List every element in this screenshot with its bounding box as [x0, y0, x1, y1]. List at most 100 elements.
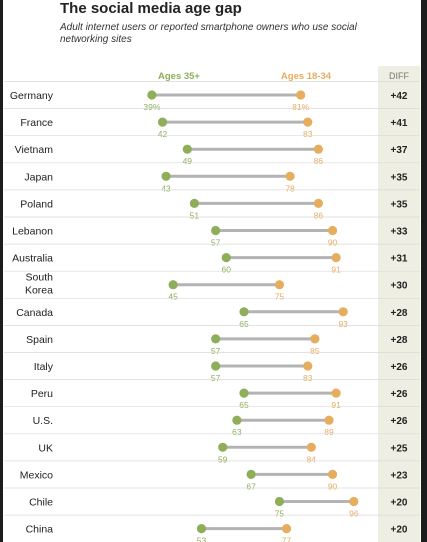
dot-ages-18-34	[313, 198, 323, 208]
dot-ages-35-plus	[239, 307, 249, 317]
value-label-ages-18-34: 90	[328, 481, 338, 491]
value-label-ages-35-plus: 63	[232, 427, 242, 437]
dot-ages-35-plus	[211, 225, 221, 236]
diff-column-band	[378, 66, 420, 542]
dot-ages-35-plus	[161, 171, 171, 181]
diff-value: +20	[391, 498, 408, 509]
diff-value: +31	[391, 254, 408, 265]
value-label-ages-18-34: 83	[303, 373, 313, 383]
value-label-ages-18-34: 81%	[292, 102, 309, 112]
dot-ages-18-34	[303, 361, 313, 371]
value-label-ages-18-34: 89	[324, 427, 334, 437]
dot-ages-35-plus	[157, 117, 168, 127]
country-label: Poland	[20, 198, 53, 210]
value-label-ages-35-plus: 57	[211, 373, 221, 383]
value-label-ages-35-plus: 45	[168, 292, 178, 302]
value-label-ages-35-plus: 49	[183, 156, 193, 166]
dot-ages-35-plus	[182, 144, 192, 154]
country-label: China	[26, 524, 54, 536]
country-label: Germany	[10, 90, 54, 102]
diff-value: +33	[391, 227, 408, 238]
dot-ages-35-plus	[147, 90, 157, 100]
dot-ages-18-34	[285, 171, 295, 181]
country-label: U.S.	[33, 415, 53, 427]
value-label-ages-35-plus: 65	[239, 400, 249, 410]
dot-ages-35-plus	[211, 361, 221, 371]
dot-ages-18-34	[324, 415, 334, 425]
dot-ages-35-plus	[189, 198, 199, 208]
country-label: UK	[38, 442, 53, 454]
country-label: Lebanon	[12, 226, 53, 238]
value-label-ages-35-plus: 59	[218, 454, 228, 464]
value-label-ages-35-plus: 57	[211, 346, 221, 356]
value-label-ages-35-plus: 57	[211, 238, 221, 248]
dot-ages-18-34	[331, 388, 341, 398]
diff-value: +41	[391, 118, 408, 129]
diff-value: +25	[391, 443, 408, 454]
dot-ages-18-34	[306, 442, 316, 452]
value-label-ages-18-34: 75	[275, 292, 285, 302]
country-label: Vietnam	[15, 144, 54, 156]
value-label-ages-18-34: 93	[338, 319, 348, 329]
value-label-ages-35-plus: 42	[158, 129, 168, 139]
value-label-ages-18-34: 84	[307, 454, 317, 464]
dot-ages-35-plus	[211, 334, 221, 344]
value-label-ages-35-plus: 53	[197, 536, 207, 542]
dot-ages-18-34	[313, 144, 323, 154]
legend-ages-35-plus: Ages 35+	[158, 71, 200, 82]
country-label: South Korea	[25, 272, 53, 297]
dot-ages-18-34	[327, 469, 338, 479]
country-label: Chile	[29, 497, 53, 509]
dot-ages-35-plus	[168, 280, 178, 290]
country-label: France	[20, 117, 53, 129]
country-label: Canada	[16, 307, 53, 319]
diff-value: +23	[391, 470, 408, 481]
value-label-ages-18-34: 86	[314, 156, 324, 166]
chart-subtitle: Adult internet users or reported smartph…	[60, 22, 357, 45]
legend-ages-18-34: Ages 18-34	[281, 71, 332, 82]
diff-value: +37	[391, 145, 408, 156]
diff-value: +26	[391, 389, 408, 400]
value-label-ages-35-plus: 39%	[143, 102, 160, 112]
dot-ages-18-34	[338, 307, 348, 317]
diff-value: +28	[391, 335, 408, 346]
country-label: Australia	[12, 253, 53, 265]
dot-ages-18-34	[327, 225, 338, 236]
dot-ages-35-plus	[196, 524, 207, 534]
value-label-ages-18-34: 77	[282, 536, 292, 542]
value-label-ages-18-34: 78	[285, 183, 295, 193]
country-label: Japan	[24, 171, 53, 183]
dot-ages-35-plus	[246, 469, 256, 479]
value-label-ages-35-plus: 75	[275, 509, 285, 519]
diff-value: +42	[391, 91, 408, 102]
diff-value: +28	[391, 308, 408, 319]
diff-value: +35	[391, 199, 408, 210]
dot-ages-18-34	[296, 90, 306, 100]
value-label-ages-35-plus: 51	[190, 210, 200, 220]
dot-ages-35-plus	[232, 415, 242, 425]
value-label-ages-18-34: 85	[310, 346, 320, 356]
value-label-ages-18-34: 83	[303, 129, 313, 139]
diff-value: +35	[391, 172, 408, 183]
left-frame-border	[0, 0, 3, 542]
value-label-ages-35-plus: 43	[161, 183, 171, 193]
country-label: Italy	[34, 361, 54, 373]
dot-ages-35-plus	[221, 253, 231, 263]
right-frame-border	[421, 0, 427, 542]
diff-value: +26	[391, 362, 408, 373]
value-label-ages-18-34: 86	[314, 210, 324, 220]
dot-ages-18-34	[274, 280, 285, 290]
chart-title: The social media age gap	[60, 0, 242, 17]
dot-ages-35-plus	[239, 388, 249, 398]
country-label: Mexico	[20, 469, 53, 481]
dot-ages-18-34	[303, 117, 313, 127]
value-label-ages-18-34: 91	[331, 265, 341, 275]
dot-ages-18-34	[310, 334, 320, 344]
dot-ages-18-34	[331, 253, 341, 263]
dot-ages-35-plus	[218, 442, 228, 452]
value-label-ages-18-34: 91	[331, 400, 341, 410]
dot-ages-35-plus	[274, 496, 285, 507]
value-label-ages-35-plus: 65	[239, 319, 249, 329]
dot-ages-18-34	[349, 496, 359, 507]
